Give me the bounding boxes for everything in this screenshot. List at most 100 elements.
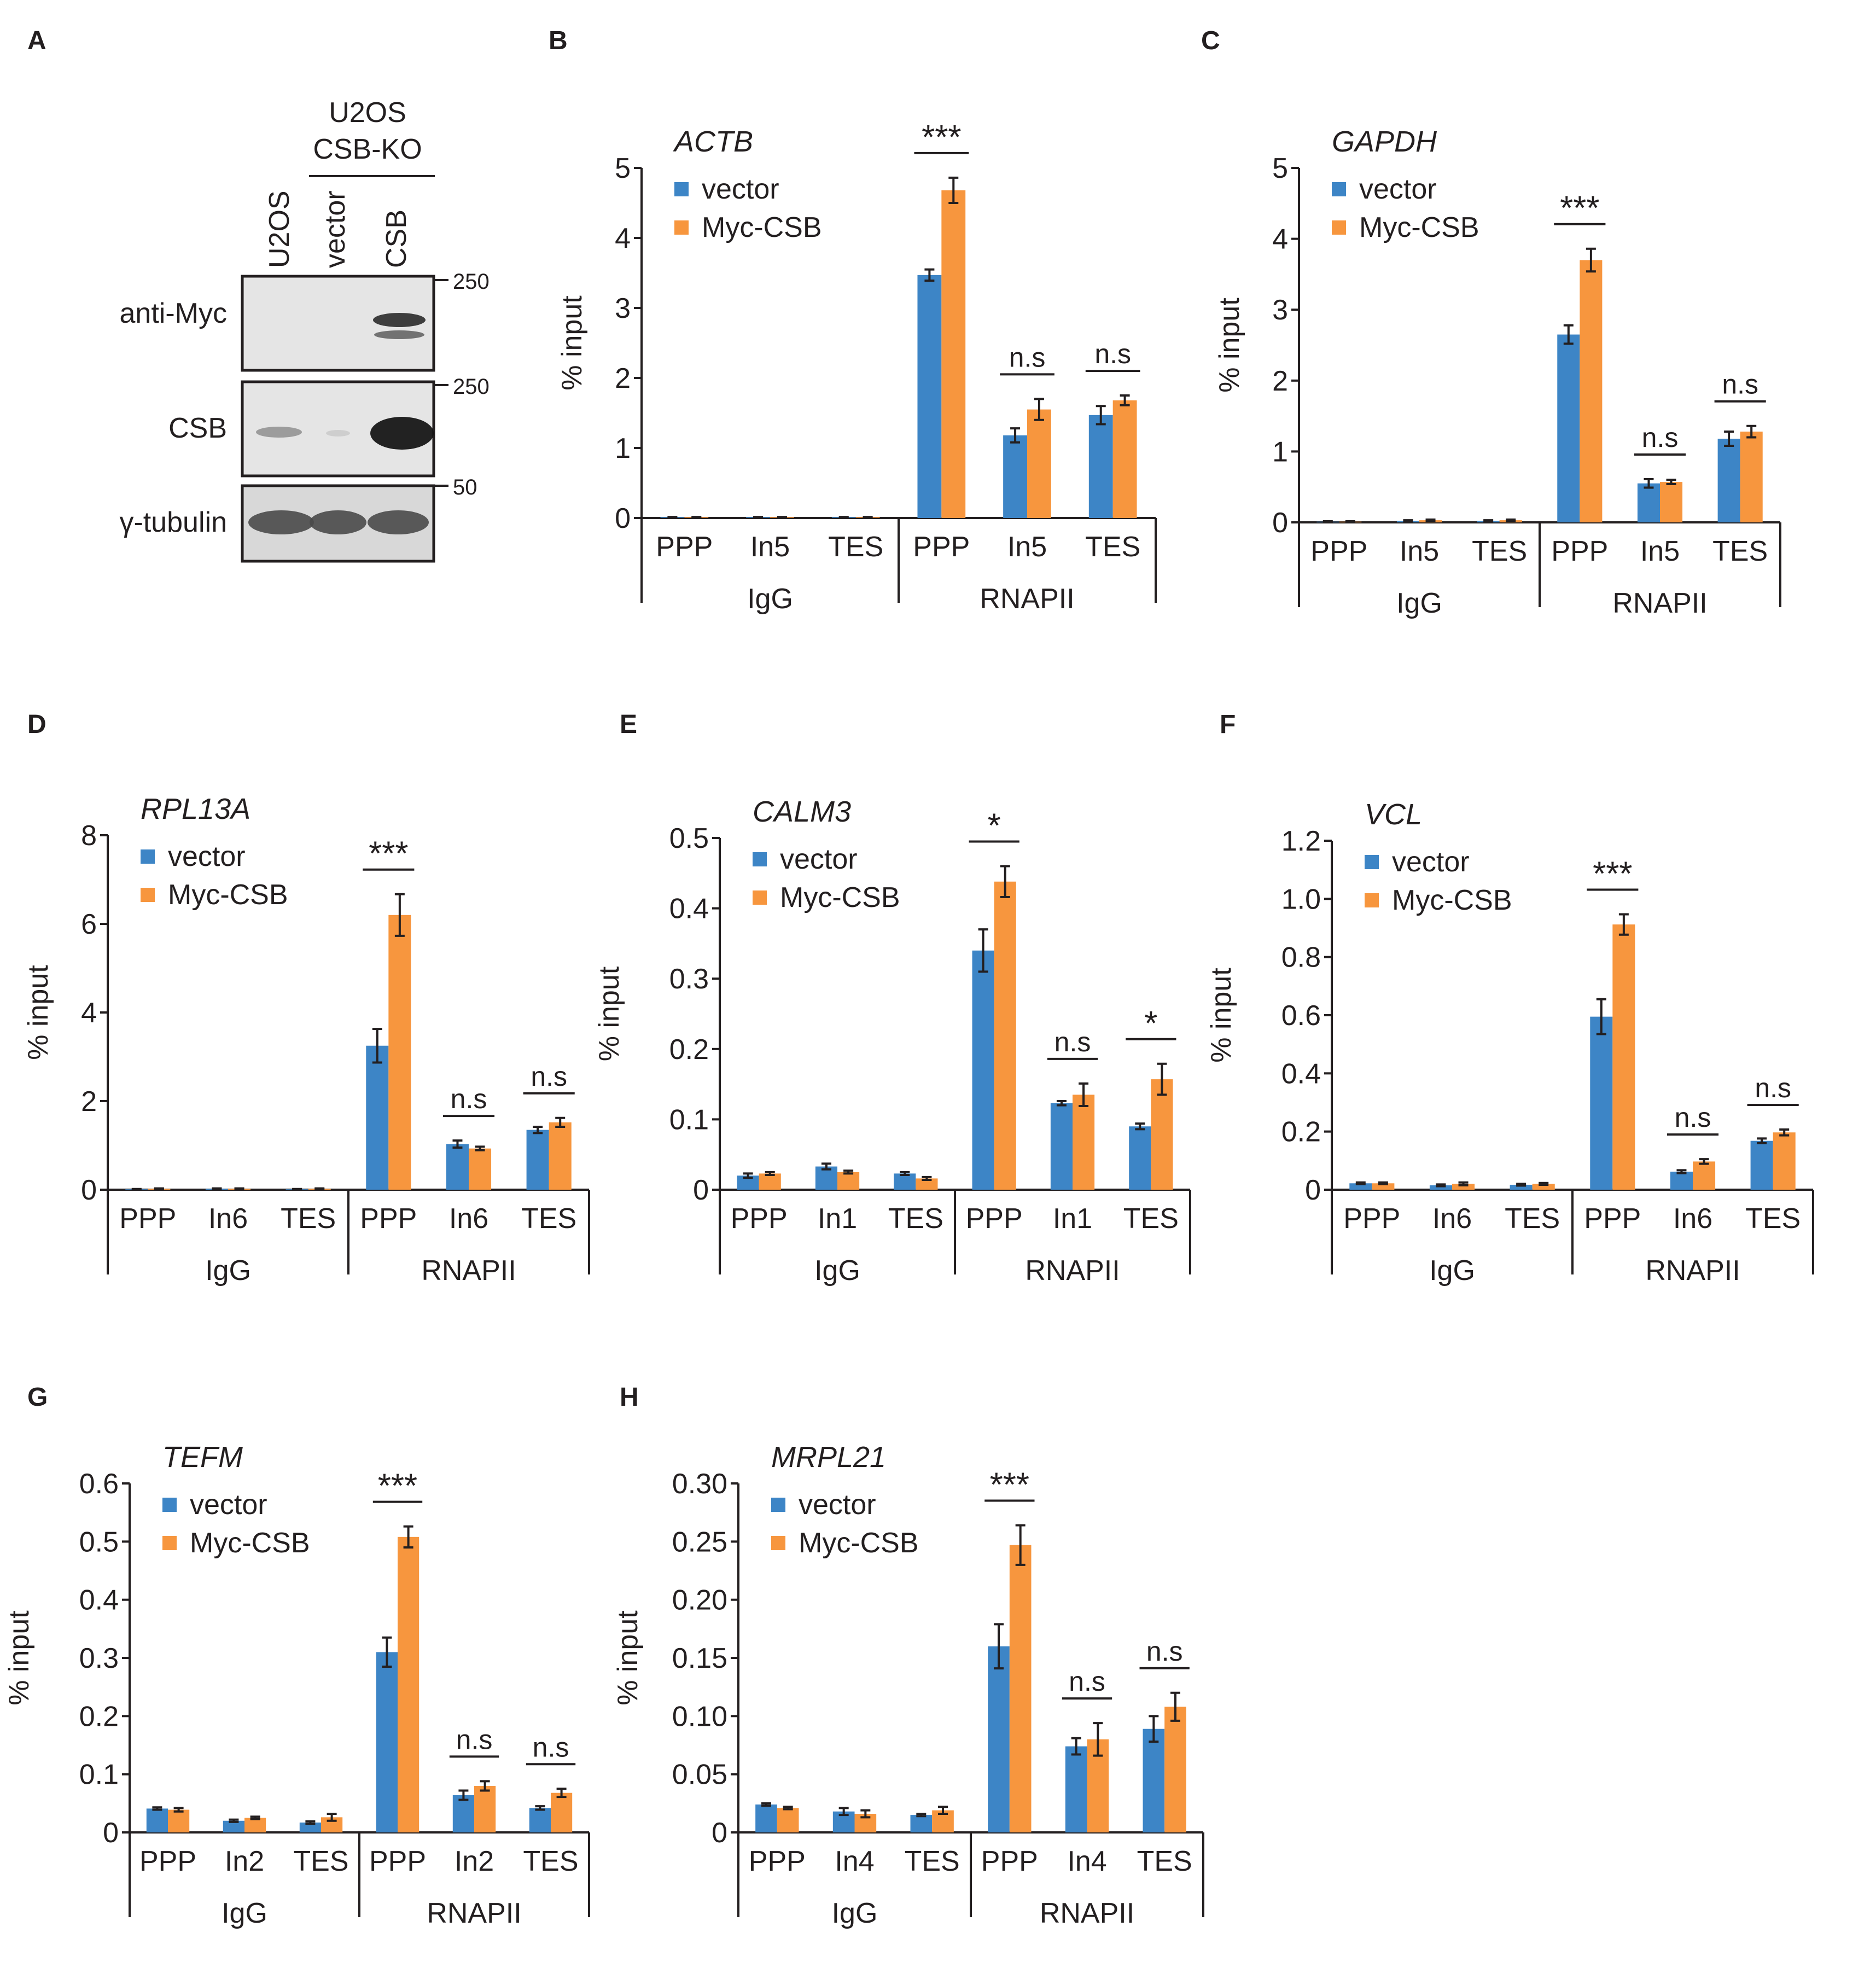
chart-title-g: TEFM bbox=[162, 1441, 243, 1474]
category-label-d: PPP bbox=[360, 1203, 417, 1235]
legend-swatch-f bbox=[1365, 855, 1379, 869]
bar-e-myc-csb-0 bbox=[759, 1173, 781, 1190]
significance-label-g: n.s bbox=[533, 1732, 569, 1762]
bar-h-myc-csb-5 bbox=[1164, 1707, 1186, 1832]
group-label-g: RNAPII bbox=[427, 1897, 521, 1929]
y-tick-label-h: 0.30 bbox=[672, 1468, 727, 1500]
panel-letter-f: F bbox=[1220, 710, 1236, 739]
group-label-h: RNAPII bbox=[1040, 1897, 1134, 1929]
significance-label-b: n.s bbox=[1009, 342, 1046, 372]
group-label-d: IgG bbox=[205, 1255, 251, 1287]
band-csb-csb bbox=[370, 417, 434, 450]
bar-f-myc-csb-3 bbox=[1612, 924, 1635, 1190]
significance-label-c: n.s bbox=[1722, 369, 1758, 400]
category-label-c: TES bbox=[1472, 536, 1527, 567]
bar-g-myc-csb-0 bbox=[168, 1809, 190, 1832]
category-label-f: PPP bbox=[1584, 1203, 1641, 1235]
bar-d-vector-5 bbox=[526, 1130, 549, 1190]
y-axis-label-c: % input bbox=[1214, 298, 1245, 393]
category-label-e: In1 bbox=[1053, 1203, 1092, 1235]
bar-g-vector-2 bbox=[299, 1822, 321, 1832]
category-label-g: TES bbox=[523, 1846, 578, 1877]
bar-c-vector-3 bbox=[1557, 334, 1580, 522]
band-tubulin-csb bbox=[368, 510, 429, 534]
category-label-e: In1 bbox=[818, 1203, 857, 1235]
legend-swatch-h bbox=[771, 1498, 785, 1512]
category-label-c: In5 bbox=[1400, 536, 1439, 567]
category-label-g: PPP bbox=[139, 1846, 196, 1877]
group-label-b: IgG bbox=[747, 583, 793, 615]
bar-e-myc-csb-4 bbox=[1073, 1095, 1095, 1190]
category-label-f: In6 bbox=[1673, 1203, 1712, 1235]
category-label-g: PPP bbox=[369, 1846, 426, 1877]
y-tick-label-b: 1 bbox=[615, 433, 631, 464]
legend-swatch-d bbox=[141, 888, 155, 902]
legend-label-b: Myc-CSB bbox=[702, 212, 822, 243]
y-tick-label-f: 1.2 bbox=[1281, 825, 1321, 857]
y-tick-label-d: 4 bbox=[81, 997, 97, 1029]
y-tick-label-c: 5 bbox=[1272, 153, 1288, 184]
bar-e-myc-csb-2 bbox=[916, 1178, 938, 1190]
group-label-c: IgG bbox=[1396, 587, 1442, 619]
y-tick-label-b: 2 bbox=[615, 363, 631, 394]
chart-panel-b: B ACTB 0 1 2 3 4 5 % input PPP In5 TES PPP In5 TES IgG R… bbox=[549, 26, 1157, 615]
category-label-b: PPP bbox=[913, 531, 970, 563]
category-label-e: TES bbox=[888, 1203, 943, 1235]
bar-g-myc-csb-1 bbox=[244, 1818, 266, 1832]
bar-b-vector-3 bbox=[917, 275, 942, 518]
bar-b-myc-csb-5 bbox=[1112, 400, 1137, 518]
y-tick-label-e: 0 bbox=[693, 1174, 709, 1206]
blot-header-line2: CSB-KO bbox=[313, 133, 422, 165]
lane-label-u2os: U2OS bbox=[264, 190, 295, 268]
category-label-d: TES bbox=[281, 1203, 336, 1235]
bar-d-myc-csb-4 bbox=[469, 1148, 492, 1190]
y-tick-label-f: 1.0 bbox=[1281, 883, 1321, 915]
bar-h-myc-csb-3 bbox=[1009, 1545, 1032, 1832]
group-label-e: IgG bbox=[814, 1255, 860, 1287]
panel-letter-g: G bbox=[27, 1383, 48, 1412]
bar-b-myc-csb-4 bbox=[1027, 409, 1051, 518]
legend-label-b: vector bbox=[702, 173, 779, 205]
legend-swatch-h bbox=[771, 1536, 785, 1550]
legend-label-e: Myc-CSB bbox=[780, 882, 900, 913]
bar-c-vector-4 bbox=[1637, 483, 1660, 522]
marker-label-250-mid: 250 bbox=[453, 375, 490, 399]
y-tick-label-h: 0.15 bbox=[672, 1643, 727, 1674]
category-label-c: In5 bbox=[1640, 536, 1680, 567]
chart-panel-f: F VCL 0 0.2 0.4 0.6 0.8 1.0 1.2 % input PPP In6 TES P… bbox=[1205, 710, 1814, 1287]
y-tick-label-g: 0.1 bbox=[79, 1759, 119, 1791]
category-label-e: PPP bbox=[966, 1203, 1023, 1235]
y-tick-label-g: 0.3 bbox=[79, 1643, 119, 1674]
group-label-f: RNAPII bbox=[1645, 1255, 1740, 1287]
panel-letter-c: C bbox=[1201, 26, 1220, 55]
y-axis-label-e: % input bbox=[593, 966, 625, 1061]
group-label-e: RNAPII bbox=[1025, 1255, 1120, 1287]
legend-label-d: vector bbox=[168, 841, 246, 872]
bar-g-myc-csb-5 bbox=[551, 1792, 573, 1832]
category-label-h: PPP bbox=[981, 1846, 1038, 1877]
bar-c-myc-csb-5 bbox=[1740, 432, 1763, 522]
y-tick-label-g: 0.6 bbox=[79, 1468, 119, 1500]
significance-label-c: *** bbox=[1560, 190, 1599, 228]
category-label-c: PPP bbox=[1310, 536, 1367, 567]
y-tick-label-e: 0.3 bbox=[669, 963, 709, 995]
bar-h-myc-csb-0 bbox=[777, 1808, 799, 1832]
band-anti-myc-csb-lower bbox=[374, 330, 424, 339]
category-label-b: In5 bbox=[1007, 531, 1047, 563]
category-label-b: TES bbox=[1085, 531, 1140, 563]
category-label-f: TES bbox=[1745, 1203, 1801, 1235]
bar-g-vector-1 bbox=[223, 1820, 244, 1832]
category-label-h: In4 bbox=[835, 1846, 874, 1877]
category-label-e: PPP bbox=[731, 1203, 788, 1235]
lane-label-csb: CSB bbox=[381, 209, 412, 268]
bar-g-myc-csb-4 bbox=[474, 1785, 496, 1832]
significance-label-e: * bbox=[1144, 1005, 1157, 1043]
group-label-h: IgG bbox=[832, 1897, 878, 1929]
y-tick-label-h: 0 bbox=[712, 1817, 727, 1849]
legend-swatch-b bbox=[674, 220, 689, 235]
y-axis-label-f: % input bbox=[1205, 968, 1237, 1063]
bar-e-vector-3 bbox=[972, 950, 994, 1190]
bar-f-vector-3 bbox=[1590, 1016, 1613, 1190]
legend-label-h: Myc-CSB bbox=[799, 1527, 919, 1559]
